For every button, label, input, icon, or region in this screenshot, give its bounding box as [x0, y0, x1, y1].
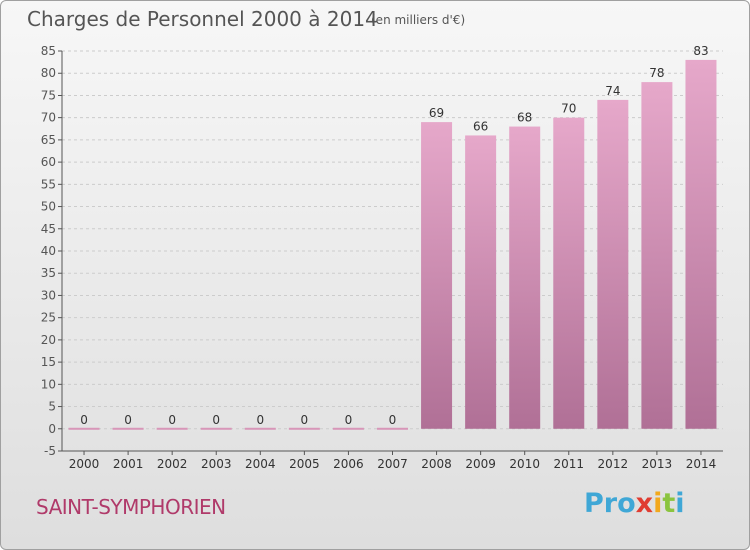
bar	[112, 427, 144, 430]
bar	[685, 59, 717, 429]
bar	[200, 427, 232, 430]
y-tick-label: 10	[41, 377, 56, 391]
data-label: 70	[561, 102, 576, 116]
y-tick-label: 85	[41, 44, 56, 58]
x-tick-label: 2006	[333, 457, 364, 471]
data-label: 0	[124, 413, 132, 427]
x-tick-label: 2002	[157, 457, 188, 471]
bar	[509, 126, 541, 429]
data-label: 78	[649, 66, 664, 80]
logo-part: i	[653, 488, 663, 519]
y-tick-label: -5	[44, 444, 56, 458]
bar	[597, 99, 629, 429]
y-tick-label: 75	[41, 88, 56, 102]
y-tick-label: 40	[41, 244, 56, 258]
x-tick-label: 2008	[421, 457, 452, 471]
x-tick-label: 2005	[289, 457, 320, 471]
bar	[332, 427, 364, 430]
y-tick-label: 80	[41, 66, 56, 80]
bar	[68, 427, 100, 430]
x-tick-label: 2013	[642, 457, 673, 471]
y-tick-label: 55	[41, 177, 56, 191]
y-tick-label: 0	[48, 422, 56, 436]
chart-title: Charges de Personnel 2000 à 2014	[27, 7, 378, 31]
data-label: 83	[693, 44, 708, 58]
bar	[421, 122, 453, 429]
x-tick-label: 2001	[113, 457, 144, 471]
y-tick-label: 25	[41, 311, 56, 325]
y-tick-label: 65	[41, 133, 56, 147]
logo-part: Pro	[584, 488, 636, 519]
y-tick-label: 45	[41, 222, 56, 236]
x-tick-label: 2000	[69, 457, 100, 471]
data-label: 0	[80, 413, 88, 427]
data-label: 0	[389, 413, 397, 427]
x-tick-label: 2009	[465, 457, 496, 471]
x-tick-label: 2014	[686, 457, 717, 471]
chart-subtitle: (en milliers d'€)	[371, 13, 466, 27]
bar	[377, 427, 408, 430]
logo-part: i	[675, 488, 685, 519]
data-label: 0	[345, 413, 353, 427]
bar	[288, 427, 320, 430]
bar	[553, 117, 585, 429]
x-tick-label: 2012	[598, 457, 629, 471]
proxiti-logo: Proxiti	[584, 488, 685, 519]
y-tick-label: 70	[41, 111, 56, 125]
bar	[641, 82, 673, 429]
data-label: 0	[212, 413, 220, 427]
bar	[156, 427, 188, 430]
y-tick-label: 20	[41, 333, 56, 347]
y-tick-label: 5	[48, 400, 56, 414]
x-tick-label: 2004	[245, 457, 276, 471]
data-label: 0	[301, 413, 309, 427]
x-tick-label: 2011	[553, 457, 584, 471]
data-label: 69	[429, 106, 444, 120]
data-label: 68	[517, 111, 532, 125]
x-tick-label: 2010	[509, 457, 540, 471]
logo-part: t	[662, 488, 676, 519]
y-tick-label: 35	[41, 266, 56, 280]
y-tick-label: 30	[41, 288, 56, 302]
y-tick-label: 60	[41, 155, 56, 169]
logo-part: x	[635, 488, 654, 519]
location-name: SAINT-SYMPHORIEN	[36, 495, 226, 519]
data-label: 0	[168, 413, 176, 427]
data-label: 74	[605, 84, 620, 98]
y-tick-label: 15	[41, 355, 56, 369]
bar	[465, 135, 497, 429]
x-tick-label: 2007	[377, 457, 408, 471]
x-tick-label: 2003	[201, 457, 232, 471]
y-tick-label: 50	[41, 200, 56, 214]
bar	[244, 427, 276, 430]
data-label: 66	[473, 119, 488, 133]
data-label: 0	[256, 413, 264, 427]
